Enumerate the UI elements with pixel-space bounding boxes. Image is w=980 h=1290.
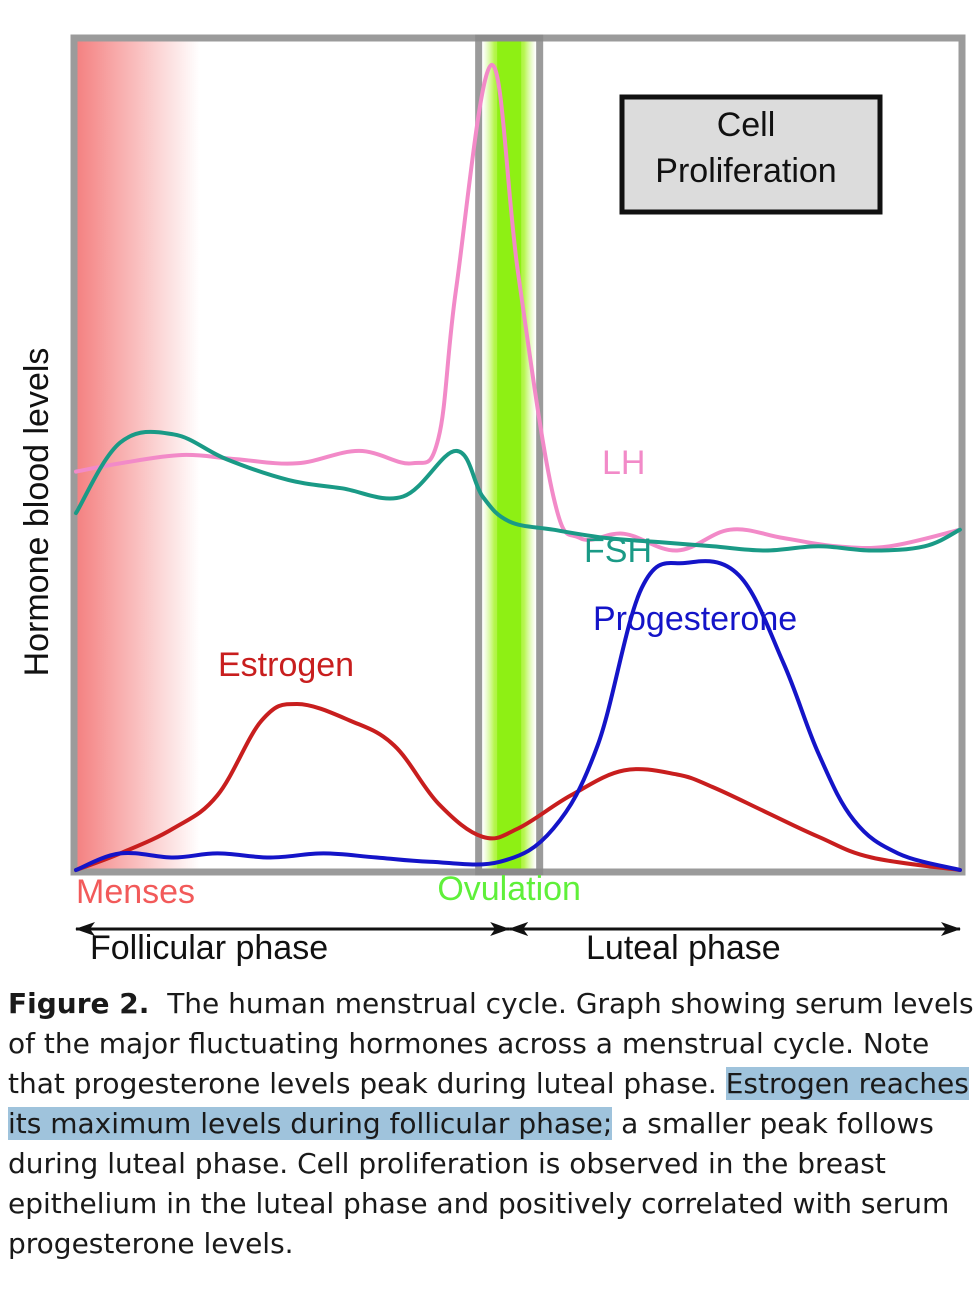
curve-labels-group: LH FSH Progesterone Estrogen (218, 444, 797, 684)
curve-label-estrogen: Estrogen (218, 646, 354, 684)
series-line-fsh (74, 429, 962, 553)
figure-caption: Figure 2. The human menstrual cycle. Gra… (8, 984, 974, 1264)
cell-proliferation-box: Cell Proliferation (619, 94, 883, 215)
curves-group (74, 62, 962, 872)
curve-label-lh: LH (602, 444, 645, 482)
cell-proliferation-line2: Proliferation (655, 152, 836, 190)
series-line-progesterone (74, 559, 962, 872)
series-line-estrogen (74, 702, 962, 872)
curve-label-progesterone: Progesterone (593, 600, 797, 638)
curve-label-fsh: FSH (584, 532, 652, 570)
follicular-phase-label: Follicular phase (90, 929, 328, 967)
y-axis-label: Hormone blood levels (18, 348, 56, 677)
ovulation-core (497, 40, 522, 870)
caption-text-before: The human menstrual cycle. Graph showing… (8, 987, 974, 1100)
figure-label: Figure 2. (8, 987, 150, 1020)
caption-text-after: a smaller peak follows during luteal pha… (8, 1107, 950, 1260)
ovulation-label: Ovulation (437, 870, 581, 908)
menstrual-cycle-chart: LH FSH Progesterone Estrogen Cell Prolifera… (18, 34, 966, 967)
series-line-lh (74, 62, 962, 553)
ovulation-frame (475, 34, 544, 876)
cell-proliferation-line1: Cell (717, 106, 776, 144)
luteal-phase-label: Luteal phase (586, 929, 781, 967)
menses-label: Menses (76, 873, 195, 911)
